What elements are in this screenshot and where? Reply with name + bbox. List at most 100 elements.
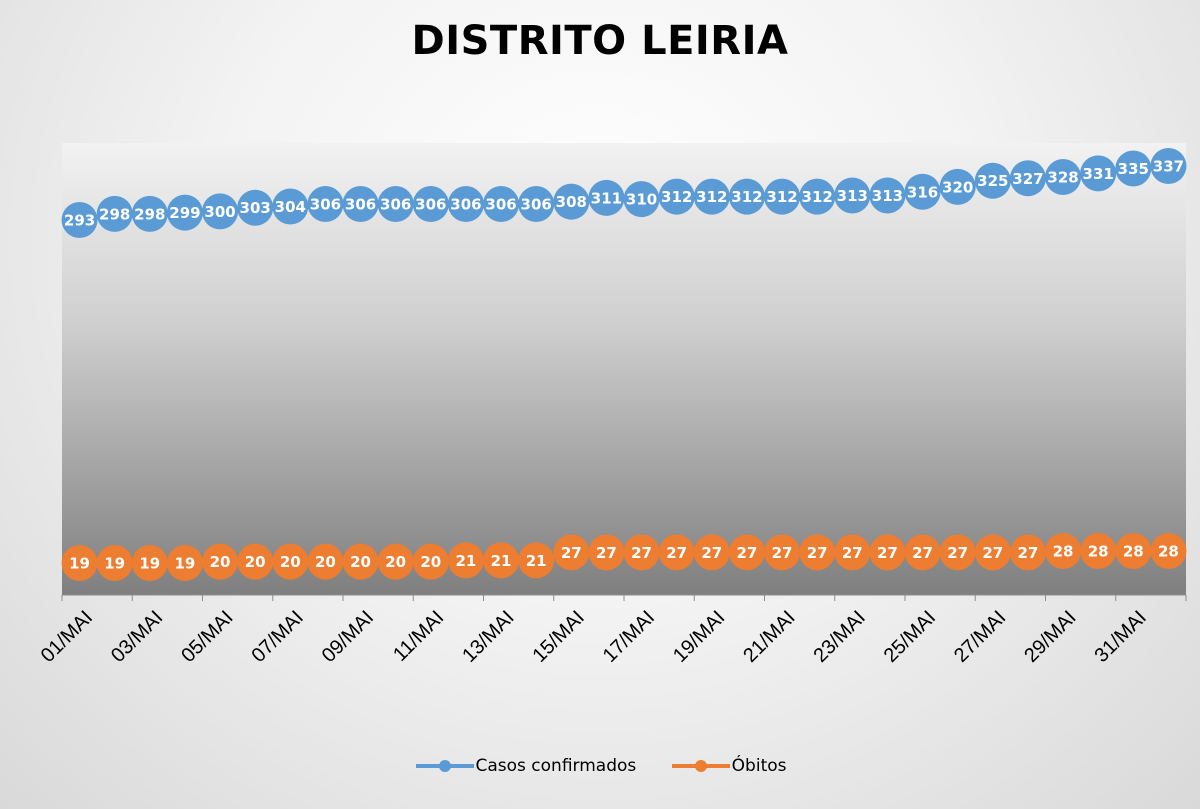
data-point: [588, 179, 625, 216]
data-label: 328: [1047, 169, 1078, 187]
data-point: [728, 178, 765, 215]
data-label: 298: [134, 205, 165, 223]
data-point: [237, 543, 274, 580]
data-point: [202, 543, 239, 580]
data-label: 20: [210, 553, 231, 571]
data-point: [553, 183, 590, 220]
data-label: 27: [982, 544, 1003, 562]
data-point: [799, 534, 836, 571]
data-label: 28: [1123, 543, 1144, 561]
data-label: 20: [315, 553, 336, 571]
data-point: [483, 542, 520, 579]
series-obitos: 19 19 19 19 20 20 20 20 20 20 20 21 21 21 27 27 27 27 27 27…: [61, 533, 1187, 581]
data-point: [553, 534, 590, 571]
data-point: [974, 162, 1011, 199]
data-label: 27: [561, 544, 582, 562]
data-label: 312: [802, 188, 833, 206]
data-point: [166, 194, 203, 231]
data-point: [518, 186, 555, 223]
data-label: 19: [139, 555, 160, 573]
legend-label-obitos: Óbitos: [731, 756, 787, 776]
data-point: [1080, 533, 1117, 569]
data-point: [131, 195, 168, 232]
legend-marker-obitos: [671, 760, 730, 772]
data-point: [377, 543, 414, 580]
data-point: [412, 543, 449, 580]
data-point: [1080, 155, 1117, 192]
x-tick-label: 07/MAI: [248, 607, 308, 667]
data-point: [904, 173, 941, 210]
data-point: [974, 534, 1011, 571]
legend-item-obitos[interactable]: Óbitos: [670, 756, 787, 776]
data-point: [307, 186, 344, 223]
data-label: 312: [696, 188, 727, 206]
data-point: [1045, 159, 1082, 196]
data-point: [1115, 533, 1152, 569]
legend-marker-casos: [415, 760, 474, 772]
data-point: [412, 186, 449, 223]
data-point: [799, 178, 836, 215]
data-label: 19: [104, 555, 125, 573]
data-label: 28: [1088, 543, 1109, 561]
data-point: [658, 534, 695, 571]
data-label: 335: [1118, 160, 1149, 178]
data-label: 312: [661, 188, 692, 206]
data-label: 27: [912, 544, 933, 562]
data-point: [693, 178, 730, 215]
x-tick-label: 21/MAI: [739, 607, 799, 667]
data-point: [1009, 534, 1046, 571]
legend-label-casos: Casos confirmados: [475, 756, 637, 776]
data-point: [518, 542, 555, 579]
data-label: 299: [169, 204, 200, 222]
data-label: 28: [1053, 543, 1074, 561]
data-label: 28: [1158, 543, 1179, 561]
data-point: [869, 177, 906, 214]
x-tick-label: 05/MAI: [177, 607, 237, 667]
data-point: [96, 195, 133, 232]
data-point: [693, 534, 730, 571]
x-tick-label: 01/MAI: [37, 607, 97, 667]
data-point: [904, 534, 941, 571]
x-tick-label: 11/MAI: [389, 607, 448, 666]
data-label: 27: [772, 544, 793, 562]
data-label: 27: [842, 544, 863, 562]
data-point: [237, 189, 274, 226]
data-point: [342, 543, 379, 580]
data-label: 27: [596, 544, 617, 562]
data-point: [377, 186, 414, 223]
data-label: 306: [380, 196, 411, 214]
data-label: 298: [99, 205, 130, 223]
data-point: [272, 188, 309, 225]
data-point: [1009, 160, 1046, 197]
data-label: 316: [907, 183, 938, 201]
data-label: 27: [947, 544, 968, 562]
x-tick-label: 23/MAI: [810, 607, 870, 667]
data-label: 21: [456, 552, 477, 570]
x-tick-label: 19/MAI: [669, 607, 729, 667]
data-point: [1150, 148, 1187, 184]
data-label: 27: [737, 544, 758, 562]
data-point: [1150, 533, 1187, 569]
x-tick-label: 25/MAI: [880, 607, 940, 667]
data-point: [342, 186, 379, 223]
data-label: 20: [280, 553, 301, 571]
data-point: [61, 545, 98, 581]
data-label: 312: [766, 188, 797, 206]
data-label: 313: [837, 187, 868, 205]
data-label: 306: [310, 196, 341, 214]
data-label: 310: [626, 191, 657, 209]
data-label: 308: [556, 193, 587, 211]
x-tick-label: 09/MAI: [318, 607, 378, 667]
data-label: 20: [420, 553, 441, 571]
data-label: 20: [350, 553, 371, 571]
data-label: 331: [1083, 165, 1114, 183]
data-label: 27: [666, 544, 687, 562]
data-point: [869, 534, 906, 571]
x-tick-label: 17/MAI: [599, 607, 659, 667]
data-label: 320: [942, 178, 973, 196]
data-label: 306: [485, 196, 516, 214]
data-point: [447, 186, 484, 223]
legend-item-casos[interactable]: Casos confirmados: [414, 756, 642, 776]
data-label: 27: [631, 544, 652, 562]
